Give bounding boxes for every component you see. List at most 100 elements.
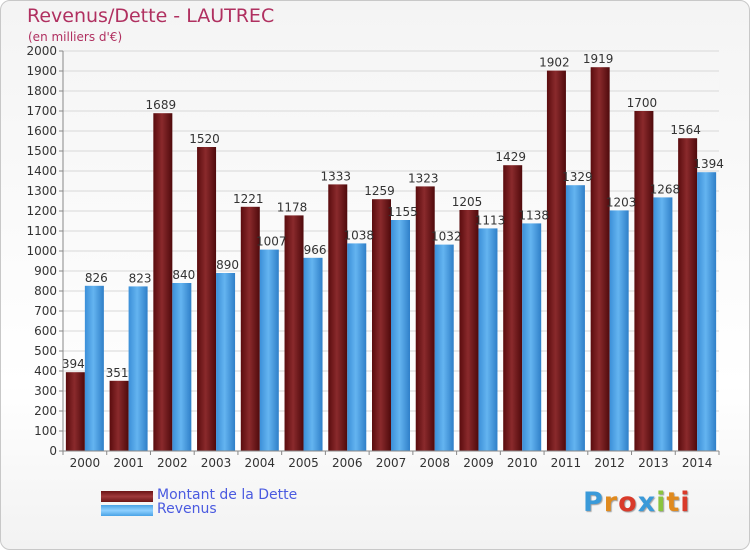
value-label-debt: 1221 (233, 192, 264, 206)
value-label-debt: 1919 (583, 52, 614, 66)
bar-revenus (434, 244, 454, 451)
value-label-debt: 351 (106, 366, 129, 380)
bar-debt (197, 147, 217, 451)
value-label-revenus: 1203 (606, 195, 637, 209)
value-label-debt: 1700 (627, 96, 658, 110)
y-tick-label: 1100 (26, 224, 57, 238)
bar-revenus (522, 223, 542, 451)
x-tick-label: 2005 (288, 456, 319, 470)
y-tick-label: 1700 (26, 104, 57, 118)
x-tick-label: 2004 (245, 456, 276, 470)
value-label-debt: 1564 (670, 123, 701, 137)
bar-revenus (653, 197, 673, 451)
y-tick-label: 1500 (26, 144, 57, 158)
bar-debt (153, 113, 173, 451)
y-tick-label: 200 (34, 404, 57, 418)
x-tick-label: 2013 (638, 456, 669, 470)
value-label-revenus: 1113 (475, 213, 506, 227)
bar-debt (109, 380, 129, 451)
bar-revenus (478, 228, 498, 451)
value-label-debt: 1520 (189, 132, 220, 146)
x-tick-label: 2002 (157, 456, 188, 470)
x-tick-label: 2007 (376, 456, 407, 470)
x-tick-label: 2006 (332, 456, 363, 470)
y-tick-label: 1400 (26, 164, 57, 178)
x-tick-label: 2001 (113, 456, 144, 470)
y-tick-label: 300 (34, 384, 57, 398)
value-label-debt: 1259 (364, 184, 395, 198)
bar-revenus (609, 210, 629, 451)
value-label-revenus: 1394 (693, 157, 724, 171)
x-tick-label: 2003 (201, 456, 232, 470)
value-label-debt: 1902 (539, 56, 570, 70)
value-label-revenus: 1329 (562, 170, 593, 184)
y-tick-label: 800 (34, 284, 57, 298)
value-label-revenus: 966 (304, 243, 327, 257)
chart-subtitle: (en milliers d'€) (28, 30, 123, 44)
legend-swatch-revenus (101, 505, 153, 516)
y-tick-label: 1000 (26, 244, 57, 258)
value-label-revenus: 1155 (387, 205, 418, 219)
x-tick-label: 2009 (463, 456, 494, 470)
legend-label-debt: Montant de la Dette (157, 487, 298, 503)
bars (65, 67, 717, 451)
x-axis: 2000 2001 2002 2003 2004 2005 2006 2007 2008 2009… (62, 450, 720, 470)
value-label-revenus: 1138 (518, 208, 549, 222)
bar-debt (503, 165, 523, 451)
y-tick-label: 1900 (26, 64, 57, 78)
bar-debt (240, 206, 260, 451)
value-label-revenus: 890 (216, 258, 239, 272)
x-tick-label: 2008 (419, 456, 450, 470)
x-tick-label: 2014 (682, 456, 713, 470)
value-label-debt: 394 (62, 357, 85, 371)
y-tick-label: 500 (34, 344, 57, 358)
bar-revenus (303, 257, 323, 451)
chart-title: Revenus/Dette - LAUTREC (27, 5, 275, 27)
value-label-revenus: 1032 (431, 230, 462, 244)
bar-debt (459, 210, 479, 451)
bar-debt (415, 186, 435, 451)
bar-revenus (172, 283, 192, 451)
bar-debt (284, 215, 304, 451)
y-axis: 0 100 200 300 400 500 600 700 800 900 1000 1100 1200… (26, 44, 64, 458)
bar-revenus (347, 243, 367, 451)
value-label-debt: 1333 (320, 169, 351, 183)
bar-revenus (84, 285, 104, 451)
value-label-debt: 1205 (452, 195, 483, 209)
value-label-revenus: 1038 (343, 228, 374, 242)
y-tick-label: 1300 (26, 184, 57, 198)
y-tick-label: 700 (34, 304, 57, 318)
x-tick-label: 2000 (70, 456, 101, 470)
x-tick-label: 2010 (507, 456, 538, 470)
value-label-revenus: 826 (85, 271, 108, 285)
value-label-revenus: 823 (129, 271, 152, 285)
y-tick-label: 1600 (26, 124, 57, 138)
x-tick-label: 2012 (594, 456, 625, 470)
bar-revenus (216, 273, 236, 451)
x-tick-label: 2011 (551, 456, 582, 470)
bar-revenus (259, 249, 279, 451)
y-tick-label: 0 (49, 444, 57, 458)
bar-debt (372, 199, 391, 451)
proxiti-logo: Proxiti (583, 487, 691, 518)
bar-debt (590, 67, 610, 451)
value-label-revenus: 840 (172, 268, 195, 282)
bar-debt (65, 372, 85, 451)
y-tick-label: 400 (34, 364, 57, 378)
y-tick-label: 2000 (26, 44, 57, 58)
bar-revenus (391, 220, 410, 451)
bar-debt (678, 138, 698, 451)
value-label-debt: 1323 (408, 171, 439, 185)
value-label-debt: 1429 (495, 150, 526, 164)
y-tick-label: 100 (34, 424, 57, 438)
bar-revenus (565, 185, 585, 451)
value-label-revenus: 1268 (650, 182, 681, 196)
y-tick-label: 600 (34, 324, 57, 338)
y-tick-label: 1800 (26, 84, 57, 98)
y-tick-label: 900 (34, 264, 57, 278)
bar-revenus (697, 172, 717, 451)
legend-label-revenus: Revenus (157, 501, 217, 517)
value-labels: 394 826 351 823 1689 840 1520 890 1221 1007 1178 96… (62, 52, 724, 380)
